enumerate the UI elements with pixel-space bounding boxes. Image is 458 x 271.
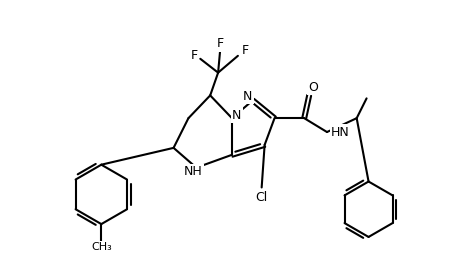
Text: CH₃: CH₃: [91, 242, 112, 252]
Text: O: O: [308, 81, 318, 94]
Text: F: F: [241, 44, 248, 57]
Text: NH: NH: [184, 165, 203, 178]
Text: F: F: [217, 37, 224, 50]
Text: F: F: [191, 49, 198, 62]
Text: Cl: Cl: [256, 191, 268, 204]
Text: N: N: [232, 109, 242, 122]
Text: HN: HN: [331, 125, 350, 138]
Text: N: N: [243, 90, 252, 103]
